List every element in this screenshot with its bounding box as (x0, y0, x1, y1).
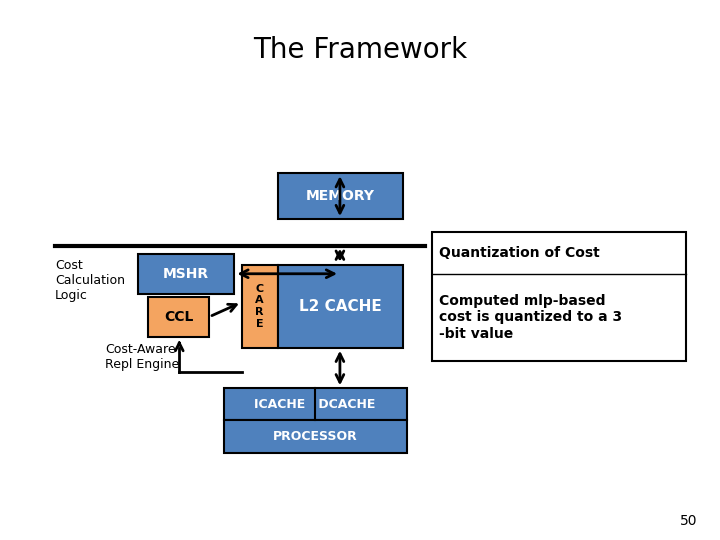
Text: Quantization of Cost: Quantization of Cost (439, 246, 600, 260)
Text: MSHR: MSHR (163, 267, 209, 281)
Text: MEMORY: MEMORY (306, 189, 375, 203)
Text: PROCESSOR: PROCESSOR (273, 430, 358, 443)
Text: 50: 50 (680, 514, 697, 528)
Bar (277, 173, 403, 219)
Text: C
A
R
E: C A R E (256, 284, 264, 329)
Text: Computed mlp-based
cost is quantized to a 3
-bit value: Computed mlp-based cost is quantized to … (439, 294, 622, 341)
Text: The Framework: The Framework (253, 36, 467, 64)
Bar (224, 421, 407, 453)
Text: L2 CACHE: L2 CACHE (299, 299, 382, 314)
Bar (242, 265, 277, 348)
Text: Cost-Aware
Repl Engine: Cost-Aware Repl Engine (105, 342, 179, 370)
Bar (224, 388, 407, 421)
Text: CCL: CCL (164, 310, 194, 324)
Bar (148, 297, 210, 337)
Bar (277, 265, 403, 348)
Text: Cost
Calculation
Logic: Cost Calculation Logic (55, 259, 125, 302)
Bar (432, 232, 686, 361)
Bar (138, 254, 235, 294)
Text: ICACHE   DCACHE: ICACHE DCACHE (254, 398, 376, 411)
